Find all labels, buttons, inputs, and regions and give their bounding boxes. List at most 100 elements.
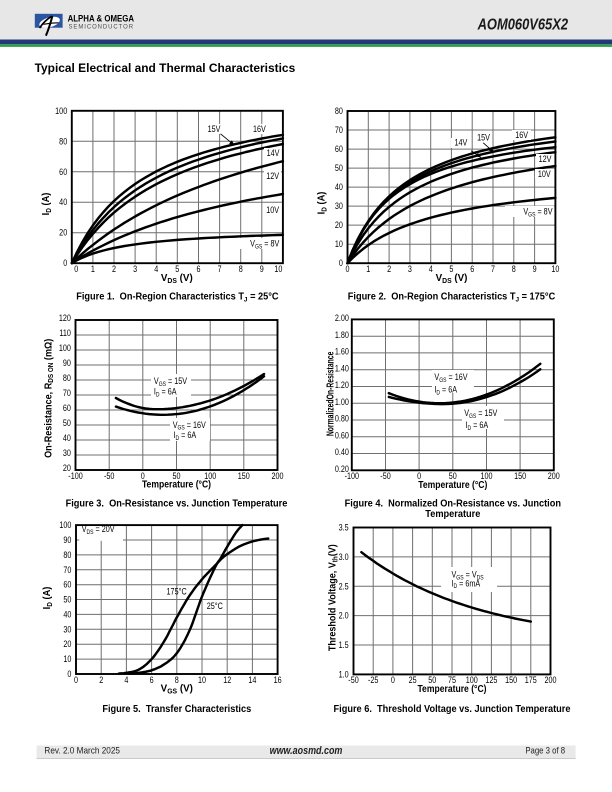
- svg-text:15V: 15V: [477, 133, 490, 143]
- svg-text:80: 80: [59, 137, 67, 147]
- svg-text:16V: 16V: [515, 130, 528, 140]
- svg-text:4: 4: [429, 264, 433, 274]
- svg-text:ID = 6A: ID = 6A: [174, 430, 197, 442]
- svg-text:VGS = 16V: VGS = 16V: [434, 372, 468, 384]
- svg-text:6: 6: [196, 264, 200, 274]
- svg-text:110: 110: [59, 328, 71, 338]
- svg-text:30: 30: [63, 448, 71, 458]
- svg-text:VGS = 8V: VGS = 8V: [250, 239, 280, 251]
- svg-text:10: 10: [198, 675, 206, 685]
- svg-text:ID = 6mA: ID = 6mA: [452, 579, 481, 591]
- svg-text:30: 30: [63, 625, 71, 635]
- svg-text:80: 80: [335, 106, 343, 116]
- svg-text:10V: 10V: [538, 169, 551, 179]
- svg-text:20: 20: [335, 220, 343, 230]
- svg-text:ALPHA & OMEGA: ALPHA & OMEGA: [68, 13, 134, 24]
- svg-text:7: 7: [218, 264, 222, 274]
- svg-text:12V: 12V: [266, 171, 279, 181]
- svg-text:-50: -50: [348, 676, 359, 686]
- svg-text:1.40: 1.40: [335, 364, 349, 374]
- svg-text:1.80: 1.80: [335, 330, 349, 340]
- svg-text:-50: -50: [104, 471, 115, 481]
- svg-text:8: 8: [175, 675, 179, 685]
- svg-text:75: 75: [448, 676, 456, 686]
- svg-text:30: 30: [335, 201, 343, 211]
- svg-text:Rev. 2.0 March 2025: Rev. 2.0 March 2025: [44, 745, 120, 755]
- svg-text:1.5: 1.5: [339, 640, 349, 650]
- svg-text:1.60: 1.60: [335, 347, 349, 357]
- svg-text:2.5: 2.5: [339, 582, 349, 592]
- svg-text:Temperature (°C): Temperature (°C): [418, 479, 487, 490]
- svg-text:ID = 6A: ID = 6A: [154, 387, 177, 399]
- svg-text:80: 80: [63, 550, 71, 560]
- svg-text:70: 70: [335, 125, 343, 135]
- svg-text:150: 150: [514, 471, 526, 481]
- svg-text:Temperature (°C): Temperature (°C): [417, 683, 486, 694]
- svg-text:3.0: 3.0: [339, 552, 349, 562]
- svg-text:VDS (V): VDS (V): [436, 273, 468, 285]
- svg-text:-100: -100: [68, 471, 83, 481]
- svg-text:0.20: 0.20: [335, 464, 349, 474]
- svg-text:100: 100: [59, 343, 71, 353]
- svg-text:25: 25: [409, 676, 417, 686]
- svg-text:0: 0: [74, 264, 78, 274]
- svg-text:8: 8: [239, 264, 243, 274]
- svg-text:ID = 6A: ID = 6A: [434, 385, 457, 397]
- svg-text:0.80: 0.80: [335, 414, 349, 424]
- svg-text:Temperature (°C): Temperature (°C): [142, 479, 211, 490]
- svg-text:12V: 12V: [539, 154, 552, 164]
- svg-text:VGS = 8V: VGS = 8V: [523, 207, 553, 219]
- svg-text:200: 200: [544, 676, 556, 686]
- svg-text:10: 10: [551, 264, 559, 274]
- svg-text:6: 6: [150, 675, 154, 685]
- svg-text:100: 100: [466, 676, 478, 686]
- svg-text:8: 8: [512, 264, 516, 274]
- svg-text:90: 90: [63, 358, 71, 368]
- svg-text:2: 2: [387, 264, 391, 274]
- svg-text:20: 20: [59, 228, 67, 238]
- svg-text:VGS (V): VGS (V): [161, 684, 193, 696]
- svg-text:25°C: 25°C: [207, 601, 223, 611]
- svg-text:5: 5: [449, 264, 453, 274]
- svg-text:100: 100: [55, 106, 67, 116]
- svg-text:0.60: 0.60: [335, 431, 349, 441]
- svg-text:VGS = VDS: VGS = VDS: [452, 570, 484, 582]
- svg-text:2.00: 2.00: [335, 313, 349, 323]
- svg-text:ID (A): ID (A): [316, 192, 328, 215]
- svg-text:0.40: 0.40: [335, 447, 349, 457]
- svg-text:On-Resistance, RDS ON (mΩ): On-Resistance, RDS ON (mΩ): [43, 339, 55, 458]
- svg-text:10: 10: [63, 654, 71, 664]
- svg-text:40: 40: [63, 433, 71, 443]
- svg-text:3.5: 3.5: [339, 523, 349, 533]
- svg-text:20: 20: [63, 463, 71, 473]
- svg-text:Figure 4. Normalized On-Resis: Figure 4. Normalized On-Resistance vs. J…: [345, 498, 561, 509]
- svg-text:20: 20: [63, 640, 71, 650]
- svg-text:1: 1: [91, 264, 95, 274]
- svg-text:60: 60: [63, 580, 71, 590]
- svg-text:1: 1: [366, 264, 370, 274]
- svg-text:50: 50: [335, 163, 343, 173]
- svg-text:Temperature: Temperature: [425, 509, 480, 520]
- svg-text:60: 60: [63, 403, 71, 413]
- svg-text:ID (A): ID (A): [42, 587, 54, 610]
- svg-text:0: 0: [391, 676, 395, 686]
- svg-text:VGS = 16V: VGS = 16V: [173, 420, 207, 432]
- svg-text:50: 50: [63, 418, 71, 428]
- svg-text:175°C: 175°C: [167, 587, 187, 597]
- svg-text:1.20: 1.20: [335, 380, 349, 390]
- svg-text:VGS = 15V: VGS = 15V: [464, 408, 498, 420]
- svg-text:3: 3: [408, 264, 412, 274]
- svg-text:100: 100: [480, 471, 492, 481]
- svg-text:50: 50: [449, 471, 457, 481]
- svg-text:www.aosmd.com: www.aosmd.com: [270, 745, 343, 757]
- svg-text:VDS = 20V: VDS = 20V: [82, 524, 115, 536]
- svg-text:Figure 5. Transfer Characteri: Figure 5. Transfer Characteristics: [102, 704, 251, 715]
- svg-text:0: 0: [63, 259, 67, 269]
- svg-text:14V: 14V: [454, 138, 467, 148]
- svg-text:16V: 16V: [253, 124, 266, 134]
- svg-text:200: 200: [548, 471, 560, 481]
- svg-text:AOM060V65X2: AOM060V65X2: [477, 17, 568, 34]
- svg-text:3: 3: [133, 264, 137, 274]
- svg-text:14: 14: [248, 675, 256, 685]
- svg-text:10: 10: [335, 240, 343, 250]
